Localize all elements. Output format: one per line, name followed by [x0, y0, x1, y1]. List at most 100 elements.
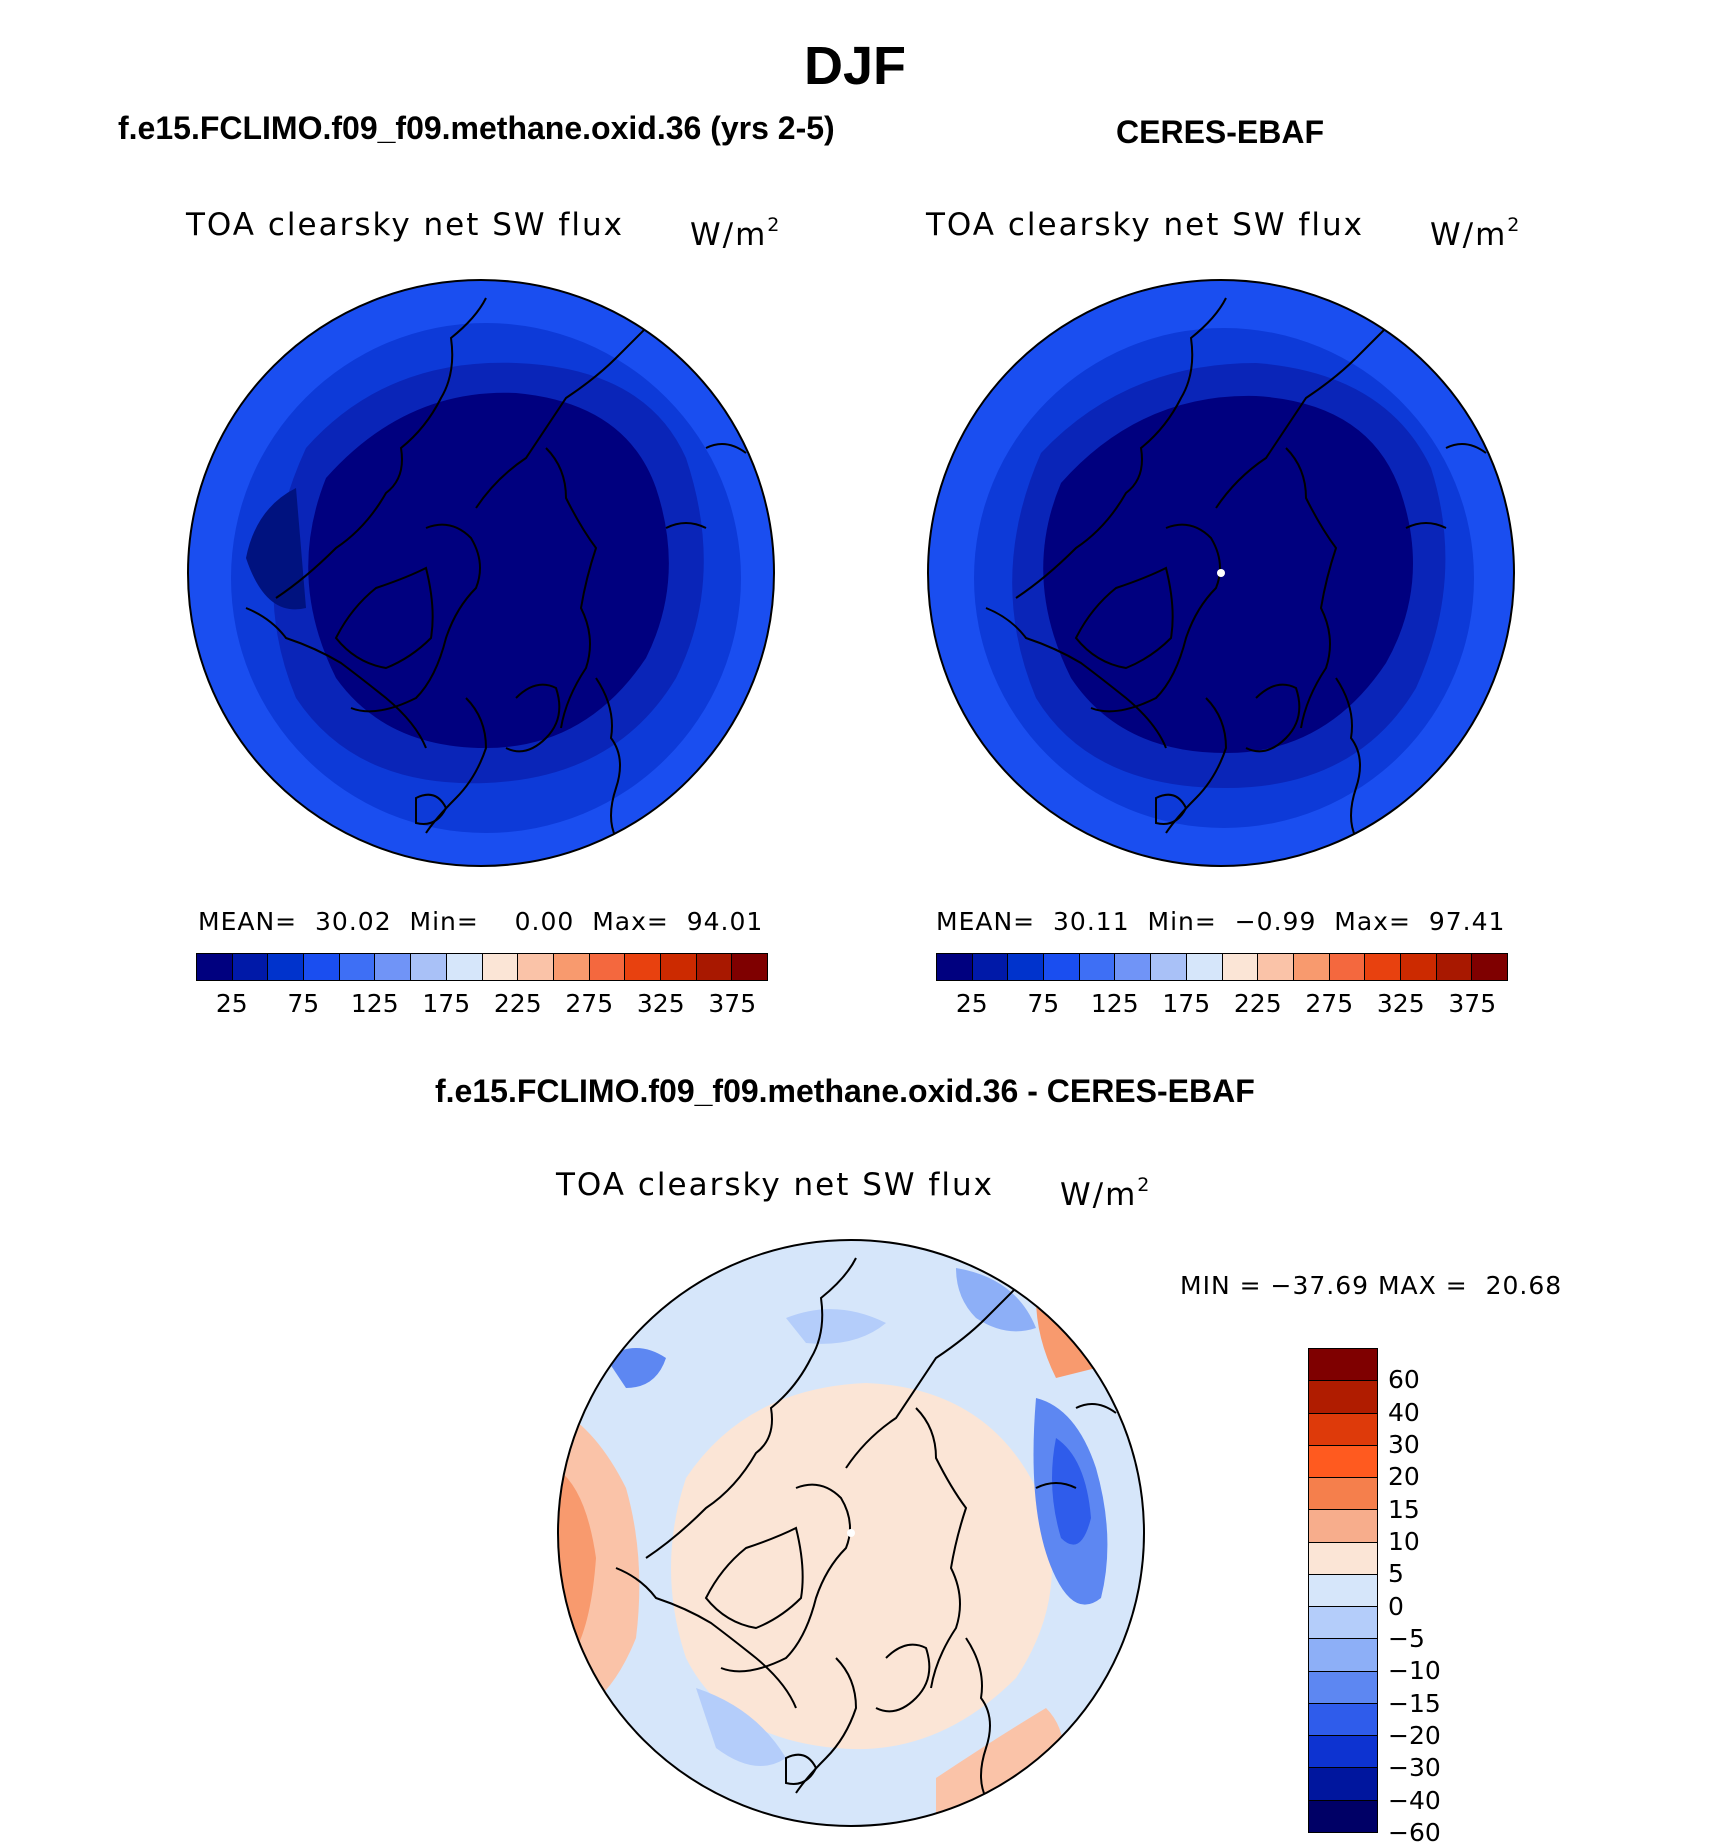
panel-3-pole-missing-dot	[847, 1529, 855, 1537]
colorbar-swatch	[375, 954, 412, 980]
colorbar-swatch	[1309, 1413, 1377, 1446]
colorbar-tick-label: 175	[422, 989, 471, 1018]
colorbar-swatch	[1400, 954, 1437, 980]
panel-2-map-border	[927, 279, 1515, 867]
panel-3-colorbar	[1308, 1348, 1378, 1833]
colorbar-swatch	[1293, 954, 1330, 980]
colorbar-tick-label: 15	[1388, 1494, 1420, 1524]
colorbar-tick-label: 10	[1388, 1527, 1420, 1556]
colorbar-tick-label: 20	[1388, 1462, 1420, 1492]
panel-3-field-negative-southwest	[696, 1688, 786, 1766]
figure-title: DJF	[803, 36, 906, 96]
colorbar-tick-label: 175	[1162, 989, 1211, 1018]
colorbar-tick-label: 375	[1448, 989, 1497, 1018]
colorbar-swatch	[1309, 1607, 1377, 1640]
colorbar-swatch	[268, 954, 305, 980]
colorbar-swatch	[339, 954, 376, 980]
colorbar-swatch	[1309, 1349, 1377, 1382]
colorbar-swatch	[1222, 954, 1259, 980]
colorbar-swatch	[1472, 954, 1507, 980]
colorbar-swatch	[1309, 1510, 1377, 1543]
colorbar-swatch	[1309, 1671, 1377, 1704]
colorbar-tick-label: 25	[215, 989, 248, 1018]
panel-3-field-negative-east	[1052, 1438, 1091, 1545]
colorbar-tick-label: 275	[1305, 989, 1354, 1018]
colorbar-tick-label: 75	[287, 989, 320, 1018]
colorbar-swatch	[1309, 1639, 1377, 1672]
panel-1-field-band	[246, 488, 306, 610]
panel-1-polar-map	[187, 279, 775, 867]
colorbar-tick-label: 0	[1388, 1591, 1404, 1621]
colorbar-tick-label: 325	[636, 989, 685, 1018]
colorbar-swatch	[972, 954, 1009, 980]
colorbar-swatch	[1309, 1768, 1377, 1801]
colorbar-swatch	[625, 954, 661, 980]
colorbar-swatch	[1329, 954, 1366, 980]
colorbar-swatch	[197, 954, 233, 980]
colorbar-tick-label: 125	[350, 989, 399, 1018]
colorbar-swatch	[1309, 1445, 1377, 1479]
panel-3-units: W/m2	[1060, 1174, 1150, 1213]
panel-1-title: f.e15.FCLIMO.f09_f09.methane.oxid.36 (yr…	[118, 110, 835, 146]
panel-1-field-core	[308, 392, 669, 748]
panel-2-coastlines	[985, 297, 1487, 839]
colorbar-swatch	[411, 954, 447, 980]
colorbar-tick-label: 375	[708, 989, 757, 1018]
colorbar-swatch	[1365, 954, 1401, 980]
colorbar-swatch	[1309, 1478, 1377, 1511]
colorbar-tick-label: −40	[1388, 1785, 1441, 1815]
colorbar-tick-label: 75	[1027, 989, 1060, 1018]
colorbar-swatch	[1044, 954, 1080, 980]
colorbar-tick-label: 225	[1233, 989, 1282, 1018]
panel-2-units: W/m2	[1430, 214, 1520, 253]
colorbar-swatch	[518, 954, 554, 980]
colorbar-swatch	[446, 954, 483, 980]
colorbar-swatch	[1079, 954, 1116, 980]
colorbar-swatch	[553, 954, 590, 980]
panel-3-field-positive-core	[671, 1383, 1052, 1750]
colorbar-swatch	[1151, 954, 1187, 980]
panel-3-title: f.e15.FCLIMO.f09_f09.methane.oxid.36 - C…	[435, 1073, 1255, 1109]
colorbar-tick-label: −15	[1388, 1688, 1441, 1718]
colorbar-swatch	[937, 954, 973, 980]
colorbar-tick-label: 125	[1090, 989, 1139, 1018]
panel-3-stats: MIN = −37.69 MAX = 20.68	[1180, 1271, 1563, 1300]
colorbar-tick-label: 275	[565, 989, 614, 1018]
panel-1-units: W/m2	[690, 214, 780, 253]
panel-3-field-negative-north	[956, 1268, 1036, 1332]
colorbar-swatch	[1309, 1800, 1377, 1832]
colorbar-swatch	[1008, 954, 1045, 980]
panel-3-polar-map	[557, 1239, 1145, 1827]
panel-1-variable-label: TOA clearsky net SW flux	[186, 207, 624, 243]
colorbar-swatch	[232, 954, 269, 980]
colorbar-swatch	[696, 954, 733, 980]
colorbar-swatch	[660, 954, 697, 980]
colorbar-tick-label: 25	[955, 989, 988, 1018]
panel-2-polar-map	[927, 279, 1515, 867]
colorbar-tick-label: −30	[1388, 1753, 1441, 1783]
panel-3-map-border	[557, 1239, 1145, 1827]
panel-1-map-border	[187, 279, 775, 867]
panel-3-field-negative-northwest	[606, 1348, 666, 1388]
panel-2-colorbar	[936, 953, 1508, 981]
colorbar-tick-label: −60	[1388, 1818, 1441, 1847]
colorbar-swatch	[1309, 1574, 1377, 1608]
panel-1-coastlines	[245, 297, 747, 839]
colorbar-tick-label: −5	[1388, 1624, 1425, 1653]
panel-2-pole-missing-dot	[1217, 569, 1225, 577]
panel-3-variable-label: TOA clearsky net SW flux	[556, 1167, 994, 1203]
colorbar-tick-label: 60	[1388, 1365, 1420, 1395]
colorbar-swatch	[1309, 1703, 1377, 1737]
colorbar-tick-label: 5	[1388, 1559, 1404, 1589]
colorbar-swatch	[732, 954, 767, 980]
colorbar-swatch	[1309, 1736, 1377, 1769]
colorbar-tick-label: −10	[1388, 1656, 1441, 1686]
panel-3-field-negative-northeast	[786, 1309, 886, 1344]
colorbar-swatch	[1186, 954, 1223, 980]
colorbar-swatch	[1436, 954, 1473, 980]
colorbar-swatch	[482, 954, 519, 980]
panel-2-title: CERES-EBAF	[1116, 114, 1325, 150]
colorbar-tick-label: 30	[1388, 1430, 1420, 1459]
panel-3-coastlines	[615, 1257, 1117, 1799]
colorbar-swatch	[1258, 954, 1294, 980]
